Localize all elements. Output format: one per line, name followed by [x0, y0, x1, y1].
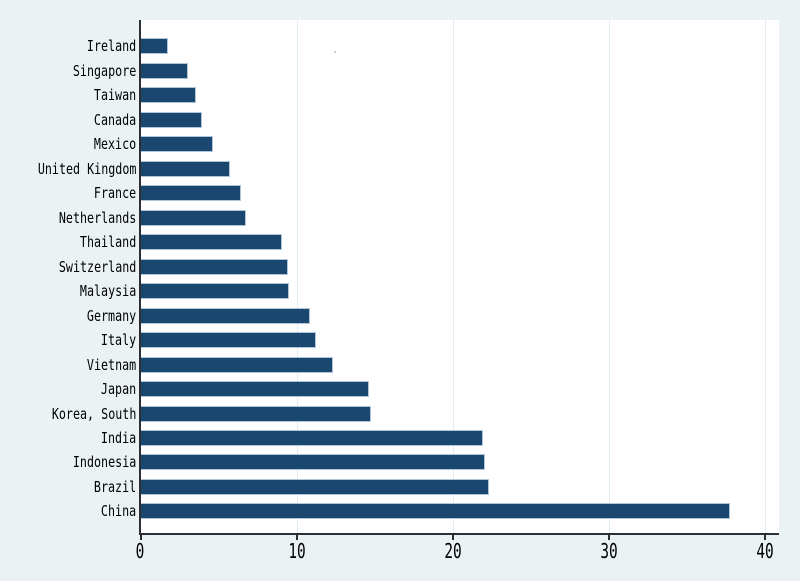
bar-korea-south — [141, 405, 371, 422]
category-label-text: Vietnam — [86, 355, 136, 374]
x-tick-label-0: 0 — [101, 539, 181, 563]
gridline-x-30 — [609, 20, 610, 533]
category-label: Netherlands — [0, 206, 136, 230]
x-tick-mark-30 — [608, 535, 610, 540]
category-label-text: Singapore — [72, 61, 136, 80]
category-label: Taiwan — [0, 83, 136, 107]
x-tick-label-text: 20 — [444, 539, 462, 563]
bar-japan — [141, 381, 369, 398]
category-label-text: United Kingdom — [37, 159, 136, 178]
bar-indonesia — [141, 454, 485, 471]
x-tick-label-10: 10 — [257, 539, 337, 563]
x-tick-label-text: 0 — [136, 539, 145, 563]
x-tick-label-40: 40 — [725, 539, 800, 563]
x-tick-mark-40 — [764, 535, 767, 540]
x-tick-mark-20 — [451, 535, 454, 540]
gridline-x-20 — [452, 20, 454, 533]
category-label-text: Switzerland — [58, 257, 136, 276]
category-label: Vietnam — [0, 353, 136, 377]
bar-india — [141, 429, 483, 446]
x-tick-label-30: 30 — [569, 539, 649, 563]
category-label: India — [0, 426, 136, 450]
category-label: France — [0, 181, 136, 205]
gridline-x-40 — [765, 20, 767, 533]
category-label-text: Japan — [100, 380, 136, 399]
plot-area — [139, 20, 779, 535]
category-label-text: Ireland — [86, 37, 136, 56]
bar-france — [141, 185, 241, 202]
bar-brazil — [141, 478, 490, 495]
category-label-text: Indonesia — [72, 453, 136, 472]
x-tick-label-20: 20 — [413, 539, 493, 563]
category-label-text: Korea, South — [51, 404, 136, 423]
category-label: Mexico — [0, 132, 136, 156]
category-label: Brazil — [0, 475, 136, 499]
category-label-text: India — [100, 428, 136, 447]
category-label: Malaysia — [0, 279, 136, 303]
stray-dot-artifact — [334, 51, 336, 53]
category-label-text: China — [100, 502, 136, 521]
category-label: Korea, South — [0, 402, 136, 426]
x-tick-label-text: 30 — [600, 539, 618, 563]
x-tick-mark-0 — [139, 535, 142, 540]
category-label-text: France — [93, 184, 136, 203]
category-label-text: Malaysia — [79, 282, 136, 301]
category-label-text: Thailand — [79, 233, 136, 252]
bar-germany — [141, 307, 310, 324]
bar-united-kingdom — [141, 160, 231, 177]
bar-malaysia — [141, 283, 290, 300]
category-label: Switzerland — [0, 255, 136, 279]
bar-switzerland — [141, 258, 288, 275]
x-tick-label-text: 40 — [756, 539, 774, 563]
bar-taiwan — [141, 87, 196, 104]
category-label-text: Canada — [93, 110, 136, 129]
category-label: United Kingdom — [0, 157, 136, 181]
bar-canada — [141, 111, 202, 128]
category-label-text: Taiwan — [93, 86, 136, 105]
category-label: Ireland — [0, 34, 136, 58]
category-label: Indonesia — [0, 450, 136, 474]
category-label: Canada — [0, 108, 136, 132]
category-label-text: Brazil — [93, 477, 136, 496]
bar-singapore — [141, 62, 188, 79]
category-label-text: Mexico — [93, 135, 136, 154]
category-label: Japan — [0, 377, 136, 401]
category-label: Italy — [0, 328, 136, 352]
category-label-text: Netherlands — [58, 208, 136, 227]
category-label: Singapore — [0, 59, 136, 83]
x-tick-mark-10 — [295, 535, 298, 540]
bar-ireland — [141, 38, 168, 55]
bar-china — [141, 503, 730, 520]
category-label: Thailand — [0, 230, 136, 254]
category-label: China — [0, 499, 136, 523]
bar-thailand — [141, 234, 282, 251]
x-tick-label-text: 10 — [287, 539, 306, 563]
category-label-text: Italy — [100, 331, 136, 350]
gridline-x-10 — [296, 20, 298, 533]
category-label: Germany — [0, 304, 136, 328]
category-label-text: Germany — [86, 306, 136, 325]
bar-mexico — [141, 136, 213, 153]
bar-italy — [141, 332, 316, 349]
bar-vietnam — [141, 356, 334, 373]
bar-netherlands — [141, 209, 246, 226]
